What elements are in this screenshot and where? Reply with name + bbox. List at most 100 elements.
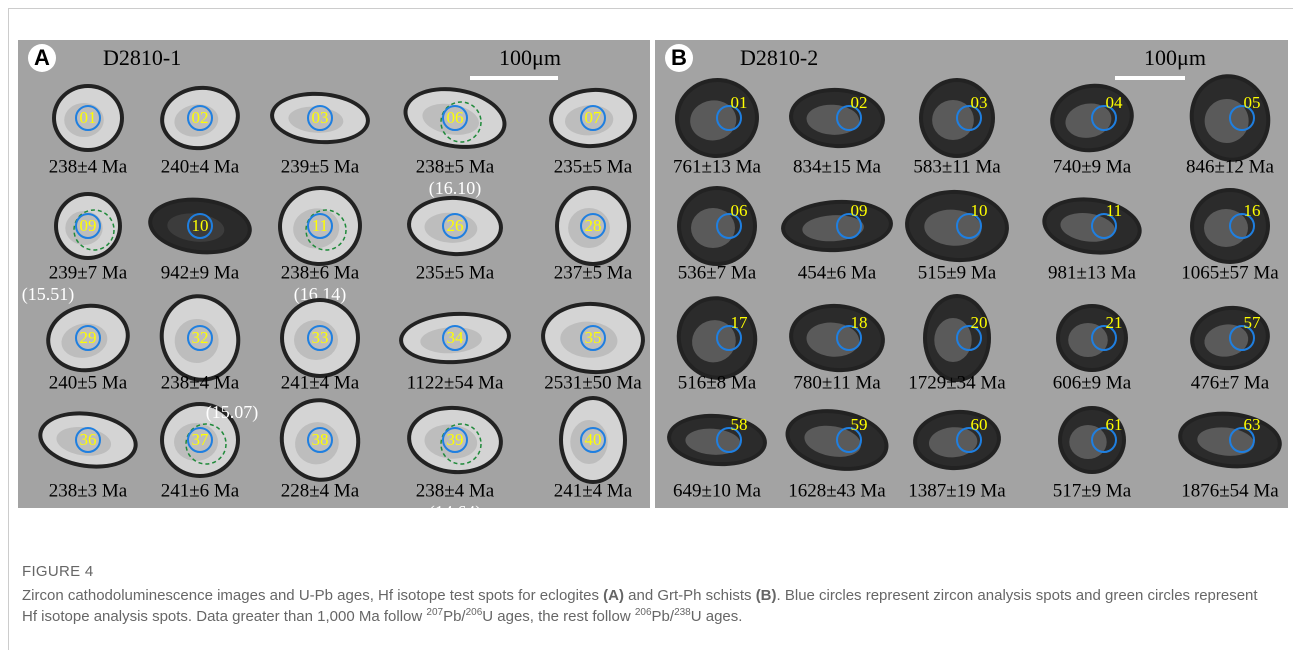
age-label: 239±7 Ma [49,262,128,283]
spot-number: 60 [971,415,988,434]
sample-name: D2810-1 [103,45,181,70]
spot-number: 58 [731,415,748,434]
spot-number: 06 [447,108,464,127]
spot-number: 17 [731,313,749,332]
caption-text: Pb/ [443,608,466,625]
figure-image: AD2810-1100μm01238±4 Ma02240±4 Ma03239±5… [0,0,1293,520]
spot-number: 57 [1244,313,1262,332]
age-label: 241±6 Ma [161,480,240,501]
spot-number: 10 [971,201,988,220]
hf-value: (15.07) [206,402,259,423]
spot-number: 36 [80,430,97,449]
age-label: 1065±57 Ma [1181,262,1279,283]
scale-label: 100μm [499,45,561,70]
spot-number: 26 [447,216,464,235]
age-label: 583±11 Ma [913,156,1001,177]
caption-text: and Grt-Ph schists [624,587,756,604]
age-label: 516±8 Ma [678,372,757,393]
age-label: 942±9 Ma [161,262,240,283]
age-label: 238±5 Ma [416,156,495,177]
age-label: 454±6 Ma [798,262,877,283]
scale-label: 100μm [1144,45,1206,70]
age-label: 237±5 Ma [554,262,633,283]
scale-bar [1115,76,1185,80]
caption-text: U ages, the rest follow [482,608,635,625]
figure-label: FIGURE 4 [22,563,94,580]
age-label: 238±4 Ma [161,372,240,393]
spot-number: 59 [851,415,868,434]
age-label: 517±9 Ma [1053,480,1132,501]
age-label: 1876±54 Ma [1181,480,1279,501]
age-label: 235±5 Ma [554,156,633,177]
hf-value: (14.64) [429,502,482,520]
age-label: 240±4 Ma [161,156,240,177]
age-label: 761±13 Ma [673,156,762,177]
age-label: 239±5 Ma [281,156,360,177]
age-label: 1122±54 Ma [407,372,504,393]
sample-name: D2810-2 [740,45,818,70]
age-label: 1729±34 Ma [908,372,1006,393]
spot-number: 02 [851,93,868,112]
spot-number: 07 [585,108,603,127]
age-label: 476±7 Ma [1191,372,1270,393]
caption-bold: (A) [603,587,624,604]
spot-number: 06 [731,201,748,220]
spot-number: 63 [1244,415,1261,434]
caption-text: Pb/ [652,608,675,625]
age-label: 606±9 Ma [1053,372,1132,393]
scale-bar [470,76,558,80]
spot-number: 10 [192,216,209,235]
page: {"figure": { "label": "FIGURE 4", "capti… [0,0,1293,650]
spot-number: 04 [1106,93,1124,112]
panel-label: B [671,45,687,70]
spot-number: 03 [971,93,988,112]
caption-sup: 207 [426,607,443,618]
spot-number: 01 [731,93,748,112]
caption-bold: (B) [756,587,777,604]
spot-number: 33 [312,328,329,347]
caption-sup: 206 [635,607,652,618]
caption-text: Zircon cathodoluminescence images and U-… [22,587,603,604]
spot-number: 03 [312,108,329,127]
age-label: 238±4 Ma [49,156,128,177]
spot-number: 16 [1244,201,1261,220]
age-label: 981±13 Ma [1048,262,1137,283]
panel: B D2810-2 100μm 01 761±13 Ma 02 834±15 Ma 03 583… [655,40,1288,508]
spot-number: 20 [971,313,988,332]
age-label: 740±9 Ma [1053,156,1132,177]
age-label: 238±3 Ma [49,480,128,501]
age-label: 235±5 Ma [416,262,495,283]
age-label: 834±15 Ma [793,156,882,177]
age-label: 238±4 Ma [416,480,495,501]
spot-number: 40 [585,430,602,449]
hf-value: (15.51) [22,284,75,305]
spot-number: 05 [1244,93,1261,112]
spot-number: 39 [447,430,464,449]
spot-number: 18 [851,313,868,332]
spot-number: 28 [585,216,602,235]
spot-number: 38 [312,430,329,449]
age-label: 846±12 Ma [1186,156,1275,177]
age-label: 228±4 Ma [281,480,360,501]
zircon-grain-zone [934,318,971,362]
caption-text: U ages. [691,608,743,625]
age-label: 649±10 Ma [673,480,762,501]
spot-number: 11 [1106,201,1122,220]
spot-number: 37 [192,430,210,449]
age-label: 2531±50 Ma [544,372,642,393]
age-label: 536±7 Ma [678,262,757,283]
age-label: 1387±19 Ma [908,480,1006,501]
spot-number: 34 [447,328,465,347]
caption-sup: 238 [674,607,691,618]
spot-number: 35 [585,328,602,347]
spot-number: 21 [1106,313,1123,332]
spot-number: 09 [851,201,868,220]
age-label: 1628±43 Ma [788,480,886,501]
age-label: 241±4 Ma [554,480,633,501]
age-label: 241±4 Ma [281,372,360,393]
spot-number: 01 [80,108,97,127]
age-label: 780±11 Ma [793,372,881,393]
age-label: 515±9 Ma [918,262,997,283]
age-label: 238±6 Ma [281,262,360,283]
